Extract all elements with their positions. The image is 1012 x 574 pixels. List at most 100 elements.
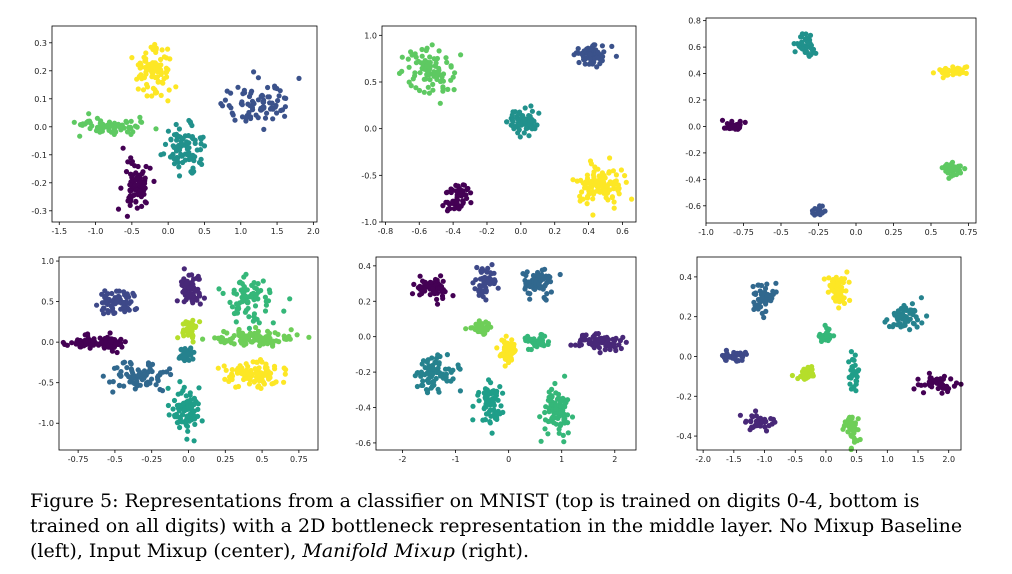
scatter-point bbox=[440, 203, 446, 209]
scatter-point bbox=[116, 383, 122, 389]
scatter-point bbox=[476, 292, 482, 298]
scatter-point bbox=[111, 344, 118, 350]
caption-lead: Figure 5: Representations from a classif… bbox=[30, 490, 963, 562]
scatter-point bbox=[537, 414, 543, 420]
points-panel-6 bbox=[719, 269, 964, 453]
scatter-point bbox=[260, 93, 266, 99]
scatter-point bbox=[849, 414, 855, 420]
scatter-point bbox=[165, 46, 171, 52]
scatter-point bbox=[191, 349, 197, 355]
scatter-point bbox=[930, 70, 937, 76]
x-tick-label: 0.0 bbox=[514, 227, 527, 236]
x-tick-label: 1.0 bbox=[881, 455, 894, 464]
scatter-point bbox=[173, 144, 179, 150]
scatter-point bbox=[561, 439, 567, 445]
scatter-point bbox=[470, 417, 476, 423]
scatter-point bbox=[452, 70, 458, 76]
scatter-point bbox=[127, 202, 133, 208]
scatter-point bbox=[448, 64, 454, 70]
scatter-point bbox=[226, 103, 232, 109]
scatter-point bbox=[719, 352, 726, 359]
scatter-point bbox=[522, 286, 528, 292]
scatter-point bbox=[127, 379, 133, 385]
scatter-point bbox=[108, 123, 114, 129]
scatter-point bbox=[165, 67, 171, 73]
scatter-point bbox=[848, 445, 855, 451]
scatter-point bbox=[138, 119, 144, 125]
scatter-point bbox=[246, 381, 253, 387]
scatter-point bbox=[254, 359, 260, 365]
scatter-point bbox=[101, 311, 107, 317]
x-tick-label: -2.0 bbox=[695, 455, 711, 464]
scatter-point bbox=[542, 266, 548, 272]
scatter-point bbox=[826, 326, 832, 332]
scatter-point bbox=[281, 379, 287, 385]
y-tick-label: 0.4 bbox=[358, 262, 371, 271]
scatter-point bbox=[587, 51, 593, 58]
scatter-point bbox=[167, 154, 174, 160]
scatter-point bbox=[437, 100, 443, 106]
scatter-point bbox=[450, 74, 456, 80]
scatter-point bbox=[227, 374, 233, 380]
x-tick-label: 0.75 bbox=[960, 228, 978, 237]
scatter-point bbox=[500, 353, 507, 359]
scatter-point bbox=[729, 118, 735, 124]
scatter-point bbox=[193, 275, 200, 281]
scatter-point bbox=[942, 67, 949, 73]
scatter-point bbox=[270, 342, 276, 348]
scatter-point bbox=[413, 60, 419, 66]
axes-frame bbox=[696, 256, 962, 451]
scatter-point bbox=[911, 386, 917, 392]
scatter-point bbox=[221, 363, 227, 369]
scatter-point bbox=[903, 307, 909, 313]
x-tick-label: 2 bbox=[612, 455, 617, 464]
scatter-point bbox=[410, 76, 416, 82]
scatter-point bbox=[262, 370, 268, 376]
scatter-point bbox=[267, 370, 273, 376]
scatter-point bbox=[158, 92, 164, 98]
scatter-point bbox=[432, 359, 438, 366]
scatter-point bbox=[491, 402, 497, 408]
scatter-point bbox=[601, 49, 607, 55]
scatter-point bbox=[847, 425, 853, 431]
scatter-point bbox=[586, 337, 593, 343]
scatter-point bbox=[197, 301, 203, 307]
scatter-point bbox=[768, 416, 774, 422]
scatter-point bbox=[823, 330, 830, 336]
scatter-point bbox=[442, 289, 448, 295]
scatter-point bbox=[257, 343, 263, 349]
scatter-point bbox=[918, 295, 925, 301]
scatter-point bbox=[174, 298, 180, 304]
x-tick-label: 0.25 bbox=[216, 455, 234, 464]
scatter-point bbox=[173, 121, 179, 128]
x-tick-label: -1.0 bbox=[88, 227, 104, 236]
scatter-point bbox=[424, 63, 430, 69]
scatter-point bbox=[597, 61, 603, 67]
scatter-point bbox=[443, 376, 449, 382]
scatter-point bbox=[902, 319, 908, 325]
axes-frame bbox=[705, 17, 977, 224]
scatter-point bbox=[80, 121, 86, 127]
scatter-point bbox=[409, 52, 415, 58]
x-tick-label: 0.5 bbox=[198, 227, 211, 236]
scatter-point bbox=[114, 365, 120, 371]
scatter-point bbox=[848, 433, 855, 439]
scatter-point bbox=[251, 280, 257, 286]
y-tick-label: -1.0 bbox=[361, 218, 377, 227]
scatter-point bbox=[248, 114, 254, 120]
scatter-point bbox=[600, 177, 606, 183]
scatter-point bbox=[153, 126, 159, 132]
scatter-point bbox=[249, 339, 255, 345]
scatter-point bbox=[104, 296, 110, 303]
scatter-point bbox=[180, 135, 186, 142]
scatter-point bbox=[460, 198, 466, 204]
scatter-point bbox=[221, 328, 227, 335]
scatter-point bbox=[433, 375, 439, 382]
scatter-point bbox=[920, 390, 927, 396]
scatter-point bbox=[510, 344, 517, 350]
scatter-point bbox=[532, 126, 538, 132]
scatter-point bbox=[248, 330, 254, 337]
scatter-point bbox=[490, 397, 496, 403]
scatter-point bbox=[234, 310, 241, 316]
scatter-point bbox=[250, 107, 256, 113]
